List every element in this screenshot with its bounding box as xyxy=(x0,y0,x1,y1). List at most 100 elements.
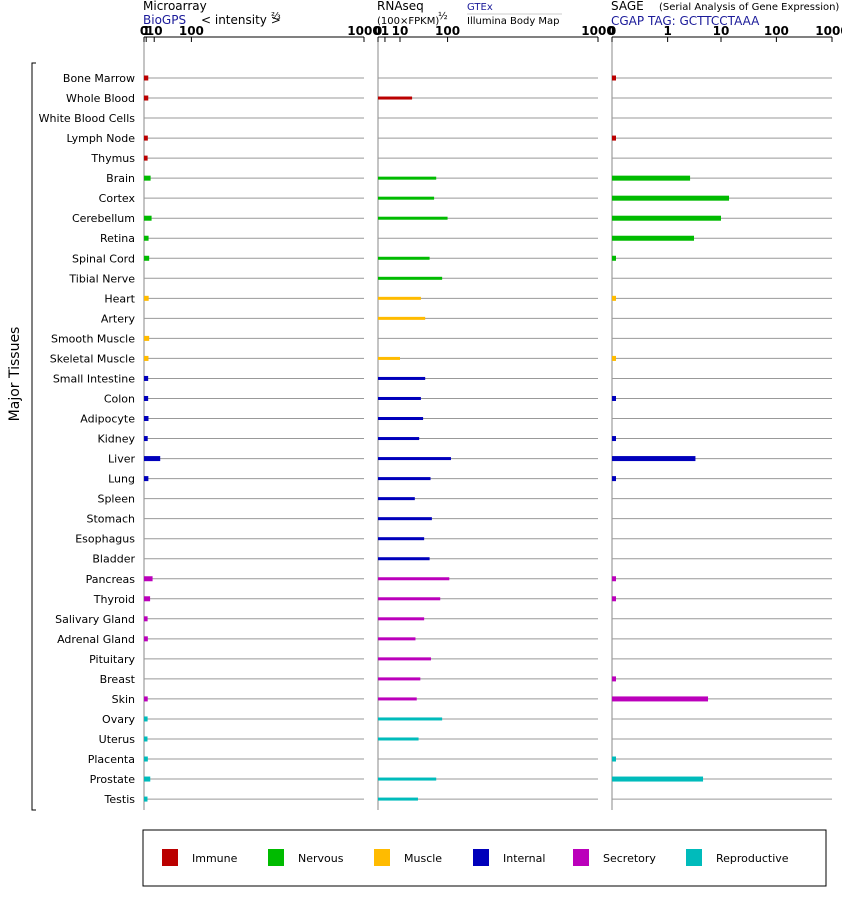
microarray-bar-bone-marrow xyxy=(144,75,149,81)
microarray-bar-smooth-muscle xyxy=(144,335,150,341)
legend-label-reproductive: Reproductive xyxy=(716,852,789,865)
rnaseq-bar-uterus xyxy=(378,737,419,741)
side-label: Major Tissues xyxy=(7,327,23,422)
legend-label-muscle: Muscle xyxy=(404,852,442,865)
rnaseq-bar-breast xyxy=(378,677,421,681)
rnaseq-bar-spleen xyxy=(378,497,415,501)
rnaseq-tick-label: 1000 xyxy=(581,24,614,38)
legend-swatch-internal xyxy=(473,849,489,866)
sage-bar-skeletal-muscle xyxy=(612,355,616,361)
rnaseq-bar-thyroid xyxy=(378,597,441,601)
sage-tick-label: 10 xyxy=(713,24,730,38)
tissue-label: Pituitary xyxy=(89,653,135,666)
microarray-bar-heart xyxy=(144,295,149,301)
sage-bar-heart xyxy=(612,295,616,301)
microarray-bar-thymus xyxy=(144,155,148,161)
rnaseq-bar-tibial-nerve xyxy=(378,276,443,280)
tissue-label: Adrenal Gland xyxy=(57,633,135,646)
tissue-label: Pancreas xyxy=(86,573,136,586)
sage-bar-pancreas xyxy=(612,576,616,582)
rnaseq-bar-adrenal-gland xyxy=(378,637,416,641)
sage-bar-liver xyxy=(612,456,696,462)
rnaseq-bar-small-intestine xyxy=(378,376,426,380)
rnaseq-tick-label: 100 xyxy=(435,24,460,38)
sage-panel: 0 1 10 100 1000 xyxy=(608,24,842,810)
microarray-bar-lung xyxy=(144,476,149,482)
sage-bar-lymph-node xyxy=(612,135,616,141)
microarray-bar-pancreas xyxy=(144,576,153,582)
rnaseq-bar-artery xyxy=(378,316,426,320)
rnaseq-bar-heart xyxy=(378,296,421,300)
sage-bar-bone-marrow xyxy=(612,75,616,81)
microarray-bar-salivary-gland xyxy=(144,616,148,622)
tissue-label: Smooth Muscle xyxy=(51,332,135,345)
tissue-label: Small Intestine xyxy=(53,372,135,385)
tissue-label: Artery xyxy=(101,312,136,325)
microarray-bar-skin xyxy=(144,696,148,702)
sage-bar-placenta xyxy=(612,756,616,762)
microarray-bar-retina xyxy=(144,235,149,241)
tissue-label: Whole Blood xyxy=(66,92,135,105)
microarray-tick-label: 0 xyxy=(140,24,148,38)
microarray-bar-small-intestine xyxy=(144,375,149,381)
microarray-bar-brain xyxy=(144,175,151,181)
tissue-label: Esophagus xyxy=(75,533,135,546)
sage-tick-label: 100 xyxy=(764,24,789,38)
tissue-label: Thyroid xyxy=(93,593,135,606)
microarray-tick-label: 1000 xyxy=(347,24,380,38)
legend-swatch-immune xyxy=(162,849,178,866)
rnaseq-bar-ovary xyxy=(378,717,443,721)
microarray-exponent: ⅔ xyxy=(271,11,281,22)
tissue-label: Cerebellum xyxy=(72,212,135,225)
legend-swatch-secretory xyxy=(573,849,589,866)
rnaseq-bar-skin xyxy=(378,697,417,701)
tissue-label: Bone Marrow xyxy=(63,72,135,85)
microarray-intensity-label: < intensity > xyxy=(201,13,281,27)
rnaseq-bar-pituitary xyxy=(378,657,431,661)
rnaseq-bar-kidney xyxy=(378,437,420,441)
legend: Immune Nervous Muscle Internal Secretory Repr… xyxy=(162,849,789,866)
sage-tick-label: 0 xyxy=(608,24,616,38)
microarray-bar-liver xyxy=(144,456,161,462)
rnaseq-bar-whole-blood xyxy=(378,96,413,100)
sage-bar-thyroid xyxy=(612,596,616,602)
microarray-bar-placenta xyxy=(144,756,148,762)
sage-bar-brain xyxy=(612,175,691,181)
sage-tag: CGAP TAG: GCTTCCTAAA xyxy=(611,14,760,28)
rnaseq-source-illumina: Illumina Body Map xyxy=(467,16,560,27)
rnaseq-tick-label: 1 xyxy=(381,24,389,38)
microarray-bar-lymph-node xyxy=(144,135,148,141)
rnaseq-bar-skeletal-muscle xyxy=(378,356,400,360)
microarray-title: Microarray xyxy=(143,0,207,13)
rnaseq-bar-prostate xyxy=(378,777,437,781)
tissue-label: Placenta xyxy=(88,753,135,766)
legend-label-immune: Immune xyxy=(192,852,238,865)
tissue-label: Uterus xyxy=(99,733,136,746)
tissue-label: Skin xyxy=(112,693,135,706)
microarray-bar-testis xyxy=(144,796,148,802)
rnaseq-exponent: ½ xyxy=(438,10,448,22)
rnaseq-source-gtex: GTEx xyxy=(467,2,493,13)
microarray-bar-skeletal-muscle xyxy=(144,355,149,361)
microarray-tick-label: 10 xyxy=(146,24,163,38)
sage-bar-colon xyxy=(612,395,616,401)
tissue-label: Spleen xyxy=(97,493,135,506)
microarray-bar-prostate xyxy=(144,776,151,782)
microarray-bar-spinal-cord xyxy=(144,255,150,261)
microarray-bar-uterus xyxy=(144,736,148,742)
sage-bar-prostate xyxy=(612,776,704,782)
rnaseq-bar-spinal-cord xyxy=(378,256,430,260)
tissue-label: Salivary Gland xyxy=(55,613,135,626)
tissue-label: Tibial Nerve xyxy=(68,272,135,285)
microarray-bar-whole-blood xyxy=(144,95,149,101)
rnaseq-panel: 01 10 100 1000 xyxy=(374,24,615,810)
tissue-label: Testis xyxy=(104,793,136,806)
microarray-bar-kidney xyxy=(144,436,148,442)
sage-bar-breast xyxy=(612,676,616,682)
sage-bar-retina xyxy=(612,235,695,241)
legend-swatch-muscle xyxy=(374,849,390,866)
microarray-bar-ovary xyxy=(144,716,148,722)
tissue-label: Lymph Node xyxy=(66,132,135,145)
